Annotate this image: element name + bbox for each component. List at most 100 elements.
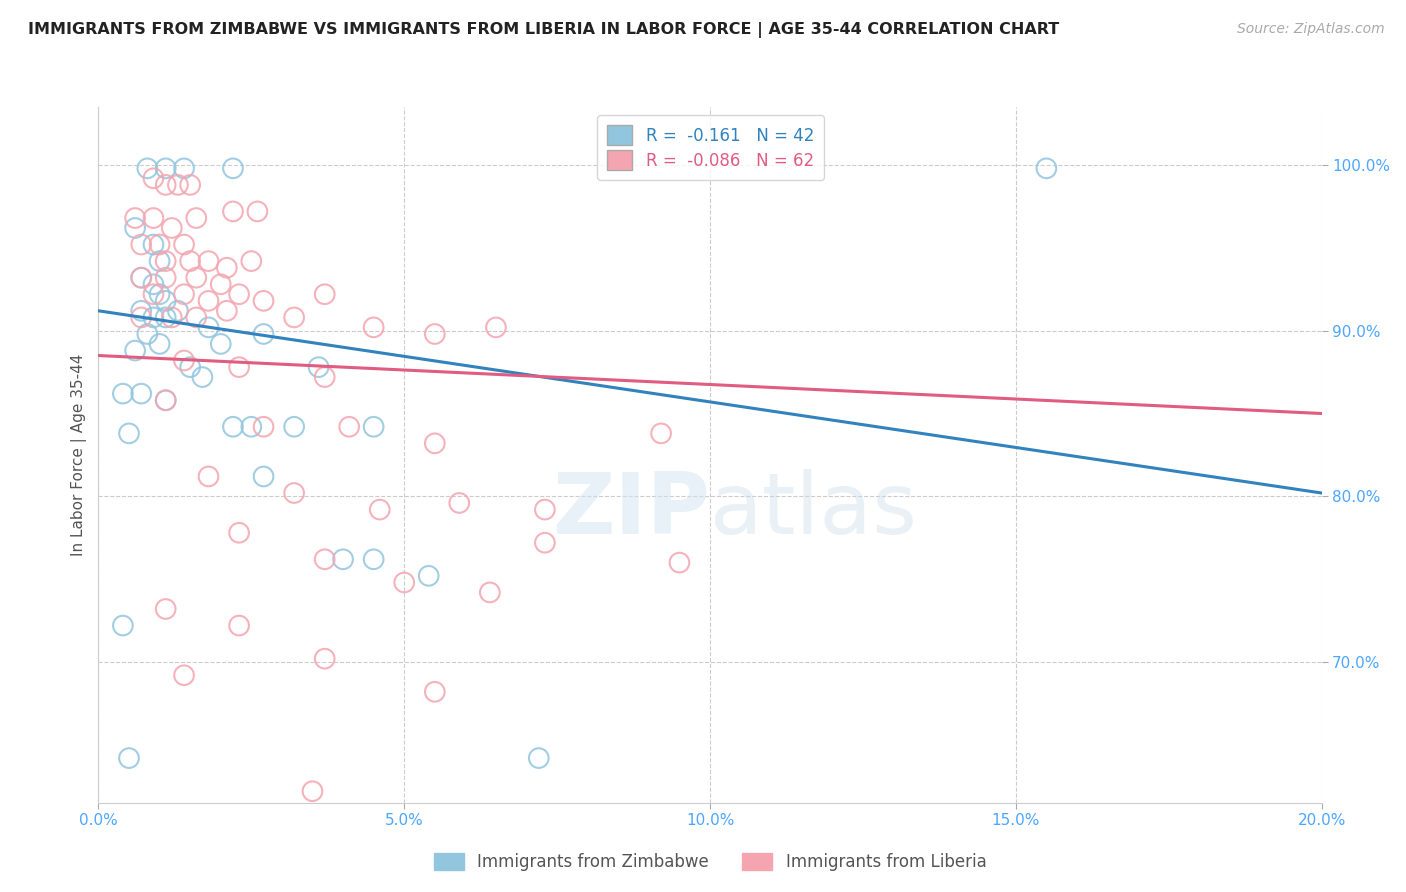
Point — [173, 161, 195, 176]
Point — [118, 751, 141, 765]
Point — [129, 270, 152, 285]
Point — [668, 556, 690, 570]
Point — [240, 419, 263, 434]
Point — [149, 237, 172, 252]
Point — [314, 651, 336, 665]
Text: IMMIGRANTS FROM ZIMBABWE VS IMMIGRANTS FROM LIBERIA IN LABOR FORCE | AGE 35-44 C: IMMIGRANTS FROM ZIMBABWE VS IMMIGRANTS F… — [28, 22, 1059, 38]
Point — [449, 496, 471, 510]
Point — [173, 668, 195, 682]
Point — [124, 221, 146, 235]
Point — [363, 552, 385, 566]
Point — [160, 310, 183, 325]
Point — [301, 784, 323, 798]
Point — [246, 204, 269, 219]
Point — [283, 486, 305, 500]
Point — [142, 277, 165, 292]
Point — [167, 178, 190, 192]
Text: ZIP: ZIP — [553, 469, 710, 552]
Point — [534, 502, 557, 516]
Text: Source: ZipAtlas.com: Source: ZipAtlas.com — [1237, 22, 1385, 37]
Point — [363, 320, 385, 334]
Point — [240, 254, 263, 268]
Point — [155, 178, 177, 192]
Point — [129, 270, 152, 285]
Point — [124, 211, 146, 225]
Point — [179, 254, 201, 268]
Point — [252, 469, 274, 483]
Point — [392, 575, 416, 590]
Point — [308, 360, 330, 375]
Point — [155, 254, 177, 268]
Point — [314, 370, 336, 384]
Point — [167, 303, 190, 318]
Point — [129, 303, 152, 318]
Legend: Immigrants from Zimbabwe, Immigrants from Liberia: Immigrants from Zimbabwe, Immigrants fro… — [427, 847, 993, 878]
Point — [228, 618, 250, 632]
Point — [209, 277, 232, 292]
Point — [478, 585, 501, 599]
Point — [186, 270, 208, 285]
Point — [252, 326, 274, 341]
Point — [155, 393, 177, 408]
Point — [149, 287, 172, 301]
Point — [283, 310, 305, 325]
Point — [222, 161, 245, 176]
Point — [418, 569, 440, 583]
Point — [186, 310, 208, 325]
Point — [136, 161, 159, 176]
Point — [1035, 161, 1057, 176]
Point — [111, 386, 134, 401]
Point — [142, 171, 165, 186]
Point — [485, 320, 508, 334]
Point — [423, 326, 446, 341]
Point — [111, 618, 134, 632]
Point — [173, 287, 195, 301]
Point — [136, 326, 159, 341]
Point — [129, 237, 152, 252]
Point — [129, 310, 152, 325]
Point — [155, 270, 177, 285]
Point — [215, 260, 238, 275]
Point — [197, 254, 219, 268]
Point — [173, 353, 195, 368]
Point — [332, 552, 354, 566]
Point — [215, 303, 238, 318]
Point — [118, 426, 141, 441]
Point — [160, 221, 183, 235]
Point — [222, 419, 245, 434]
Y-axis label: In Labor Force | Age 35-44: In Labor Force | Age 35-44 — [72, 354, 87, 556]
Point — [228, 525, 250, 540]
Point — [155, 293, 177, 308]
Point — [314, 552, 336, 566]
Point — [155, 310, 177, 325]
Point — [142, 237, 165, 252]
Point — [283, 419, 305, 434]
Point — [209, 337, 232, 351]
Text: atlas: atlas — [710, 469, 918, 552]
Point — [423, 685, 446, 699]
Point — [222, 204, 245, 219]
Point — [179, 178, 201, 192]
Point — [368, 502, 391, 516]
Point — [337, 419, 360, 434]
Point — [155, 602, 177, 616]
Point — [173, 237, 195, 252]
Point — [149, 337, 172, 351]
Point — [423, 436, 446, 450]
Point — [650, 426, 672, 441]
Point — [197, 469, 219, 483]
Point — [129, 386, 152, 401]
Point — [142, 287, 165, 301]
Point — [228, 287, 250, 301]
Point — [155, 161, 177, 176]
Point — [186, 211, 208, 225]
Point — [363, 419, 385, 434]
Point — [314, 287, 336, 301]
Point — [179, 360, 201, 375]
Point — [534, 535, 557, 549]
Point — [527, 751, 550, 765]
Point — [142, 211, 165, 225]
Point — [142, 310, 165, 325]
Point — [155, 393, 177, 408]
Point — [197, 293, 219, 308]
